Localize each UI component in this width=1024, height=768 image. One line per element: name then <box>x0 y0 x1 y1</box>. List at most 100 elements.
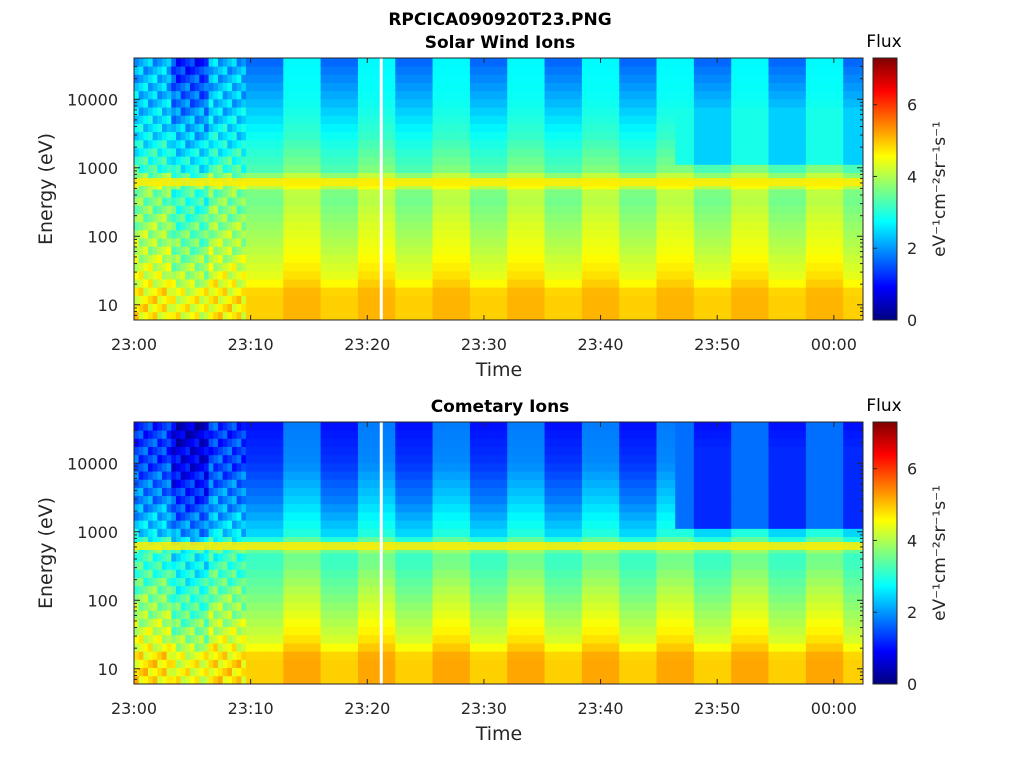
heatmap-cell <box>339 618 359 628</box>
heatmap-cell <box>208 487 214 497</box>
heatmap-cell <box>194 98 200 108</box>
heatmap-cell <box>161 585 168 595</box>
heatmap-cell <box>376 123 396 133</box>
heatmap-cell <box>432 503 452 513</box>
heatmap-cell <box>236 172 242 182</box>
heatmap-cell <box>656 238 676 247</box>
heatmap-cell <box>203 520 210 529</box>
heatmap-cell <box>283 74 303 83</box>
heatmap-cell <box>231 667 238 677</box>
heatmap-cell <box>507 221 527 231</box>
heatmap-cell <box>241 189 247 198</box>
heatmap-cell <box>245 123 266 133</box>
heatmap-cell <box>376 602 396 611</box>
heatmap-cell <box>544 610 564 619</box>
heatmap-cell <box>203 643 210 652</box>
heatmap-cell <box>843 512 863 521</box>
heatmap-cell <box>320 422 340 431</box>
heatmap-cell <box>469 675 489 685</box>
heatmap-cell <box>843 643 863 652</box>
heatmap-cell <box>451 634 471 644</box>
heatmap-cell <box>208 528 214 538</box>
heatmap-cell <box>656 643 676 652</box>
heatmap-cell <box>134 164 140 174</box>
heatmap-cell <box>227 602 233 611</box>
heatmap-cell <box>693 246 713 255</box>
heatmap-cell <box>161 246 168 255</box>
heatmap-cell <box>148 279 154 288</box>
heatmap-cell <box>619 238 639 247</box>
heatmap-cell <box>619 98 639 108</box>
heatmap-cell <box>619 287 639 296</box>
heatmap-cell <box>143 659 149 669</box>
heatmap-cell <box>138 82 144 92</box>
heatmap-cell <box>217 205 224 214</box>
heatmap-cell <box>152 462 158 472</box>
heatmap-cell <box>805 422 825 431</box>
heatmap-cell <box>675 115 695 124</box>
heatmap-cell <box>395 287 415 296</box>
heatmap-cell <box>283 430 303 439</box>
heatmap-cell <box>693 197 713 206</box>
heatmap-cell <box>600 246 620 255</box>
heatmap-cell <box>675 139 695 149</box>
heatmap-cell <box>171 246 177 255</box>
heatmap-cell <box>301 520 322 529</box>
heatmap-cell <box>675 66 695 75</box>
heatmap-cell <box>563 115 583 124</box>
heatmap-cell <box>656 422 676 431</box>
heatmap-cell <box>320 82 340 92</box>
heatmap-cell <box>227 254 233 264</box>
heatmap-cell <box>157 311 163 321</box>
heatmap-cell <box>222 131 228 141</box>
heatmap-cell <box>301 553 322 562</box>
heatmap-cell <box>413 115 433 124</box>
heatmap-cell <box>768 438 788 447</box>
heatmap-cell <box>339 287 359 296</box>
heatmap-cell <box>199 471 205 480</box>
heatmap-cell <box>376 156 396 165</box>
heatmap-cell <box>157 303 163 313</box>
heatmap-cell <box>203 585 210 595</box>
heatmap-cell <box>199 462 205 472</box>
heatmap-cell <box>395 438 415 447</box>
heatmap-cell <box>581 659 601 669</box>
heatmap-cell <box>843 295 863 305</box>
heatmap-cell <box>805 82 825 92</box>
heatmap-cell <box>194 602 200 611</box>
heatmap-cell <box>175 82 182 92</box>
heatmap-cell <box>619 422 639 431</box>
heatmap-cell <box>525 58 545 67</box>
heatmap-cell <box>217 303 224 313</box>
heatmap-cell <box>213 164 219 174</box>
heatmap-cell <box>166 131 172 141</box>
heatmap-cell <box>805 487 825 497</box>
heatmap-cell <box>175 561 182 570</box>
heatmap-cell <box>208 287 214 296</box>
heatmap-cell <box>787 446 807 456</box>
heatmap-cell <box>619 156 639 165</box>
heatmap-cell <box>675 156 695 165</box>
heatmap-cell <box>171 205 177 214</box>
heatmap-cell <box>469 311 489 321</box>
heatmap-cell <box>731 569 751 578</box>
heatmap-cell <box>637 675 657 685</box>
heatmap-cell <box>376 520 396 529</box>
heatmap-cell <box>157 528 163 538</box>
heatmap-cell <box>185 205 191 214</box>
heatmap-cell <box>222 270 228 280</box>
heatmap-cell <box>507 626 527 636</box>
heatmap-cell <box>581 139 601 149</box>
heatmap-cell <box>166 659 172 669</box>
heatmap-cell <box>241 90 247 100</box>
heatmap-cell <box>301 107 322 116</box>
heatmap-cell <box>157 148 163 157</box>
heatmap-cell <box>194 643 200 652</box>
heatmap-cell <box>222 82 228 92</box>
heatmap-cell <box>432 643 452 652</box>
heatmap-cell <box>245 438 266 447</box>
heatmap-cell <box>152 58 158 67</box>
heatmap-cell <box>143 675 149 685</box>
heatmap-cell <box>227 454 233 464</box>
heatmap-cell <box>544 536 564 546</box>
